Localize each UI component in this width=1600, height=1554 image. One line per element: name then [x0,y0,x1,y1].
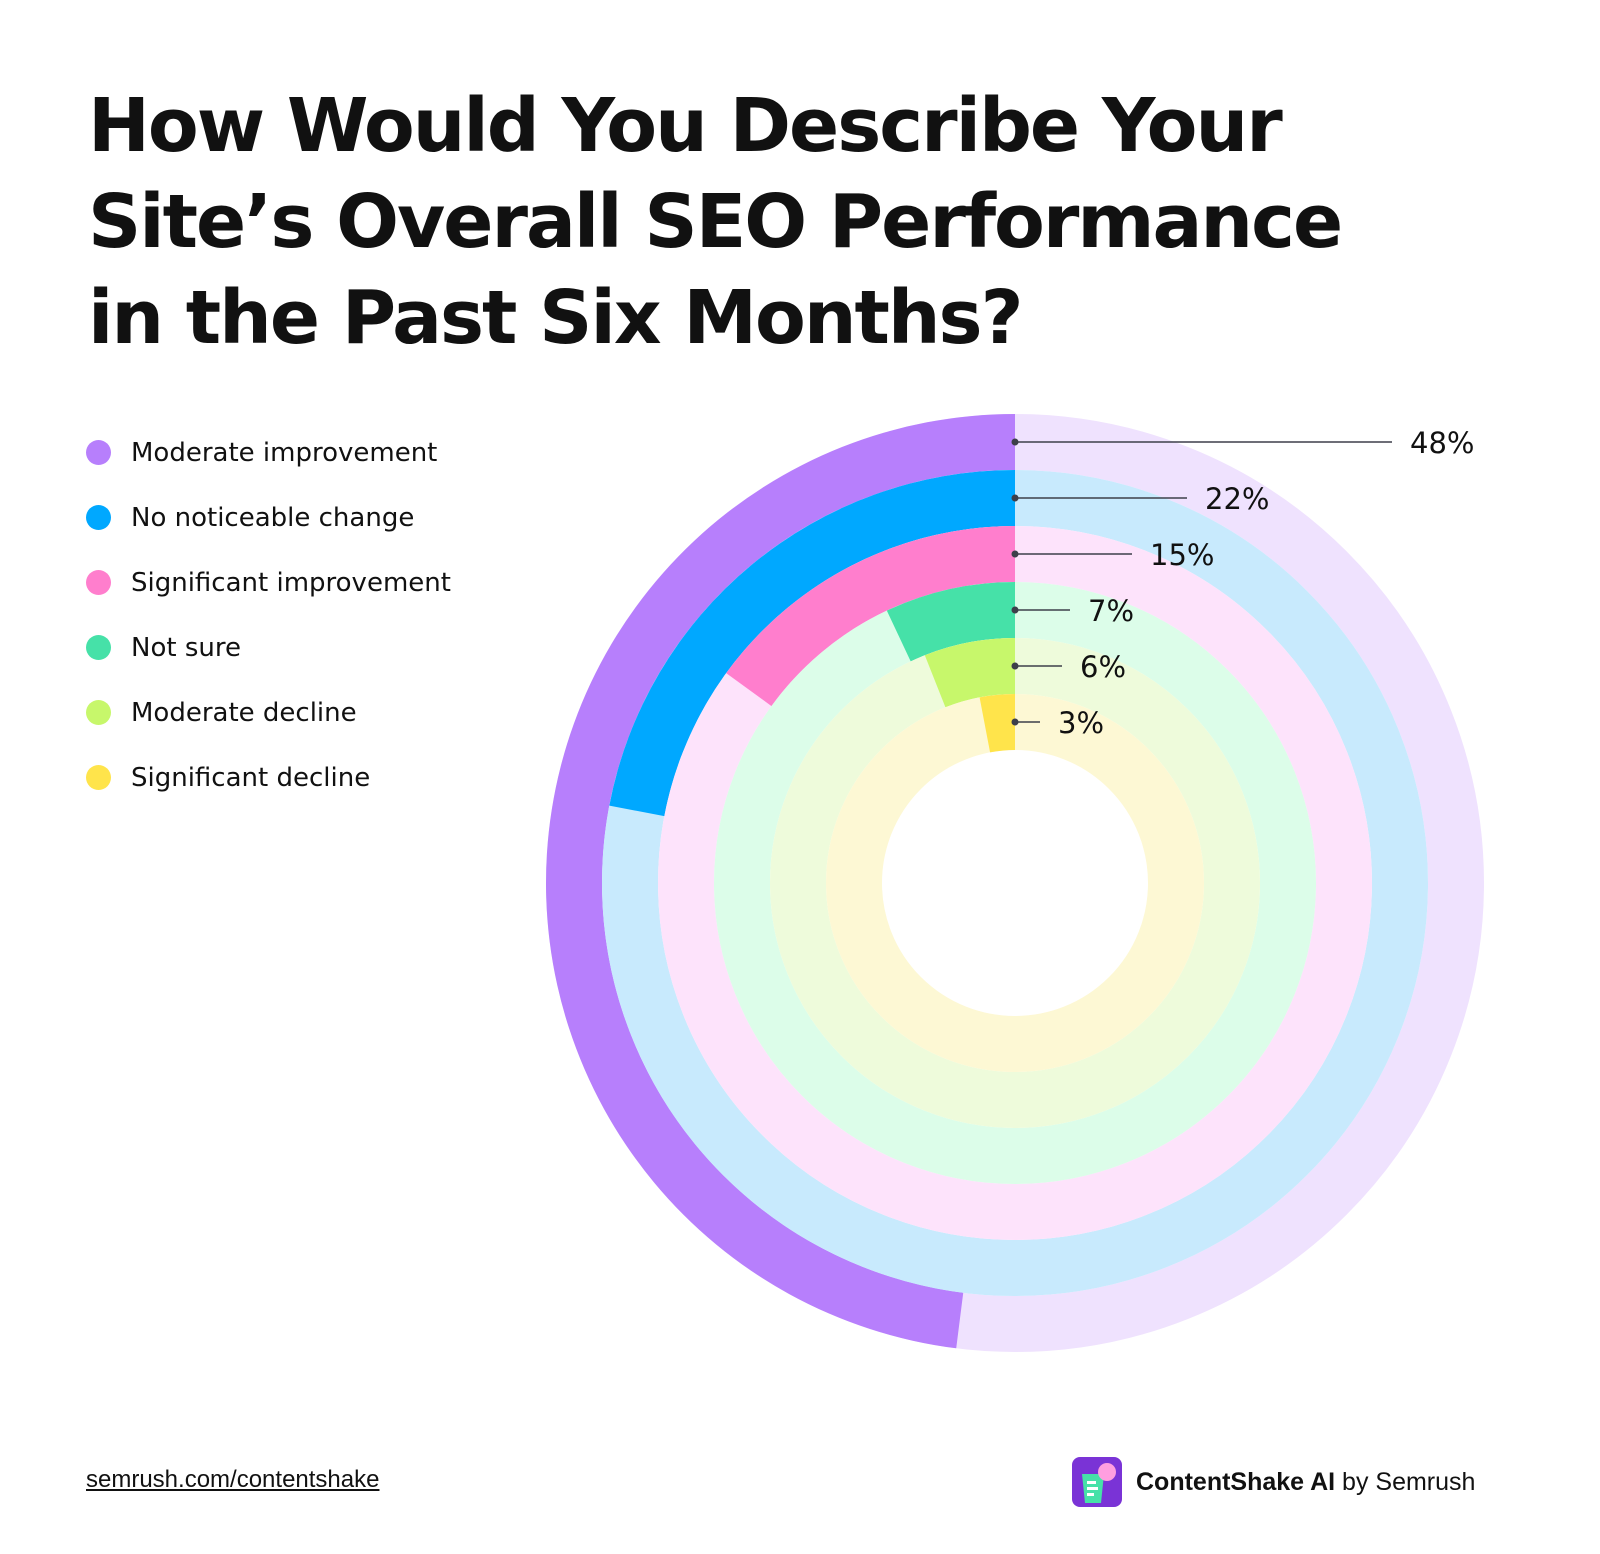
value-label: 3% [1058,706,1104,740]
value-label: 6% [1080,650,1126,684]
ring-track [826,694,1204,1072]
legend-item: Moderate improvement [86,420,451,485]
legend-item: No noticeable change [86,485,451,550]
chart-title: How Would You Describe Your Site’s Overa… [88,78,1388,366]
leader-dot-icon [1011,606,1019,614]
ring-bar [886,582,1015,662]
value-label: 15% [1150,538,1214,572]
legend-item: Moderate decline [86,680,451,745]
brand-suffix: by Semrush [1335,1467,1476,1496]
leader-dot-icon [1011,718,1019,726]
title-line: How Would You Describe Your [88,83,1283,169]
ring-bar [609,470,1015,817]
leader-dot-icon [1011,494,1019,502]
legend-dot-icon [86,635,111,660]
legend-dot-icon [86,505,111,530]
leader-dot-icon [1011,550,1019,558]
ring-bar [726,526,1015,707]
legend-label: Significant improvement [131,567,451,598]
brand-name: ContentShake AI [1136,1467,1336,1496]
contentshake-logo-icon [1072,1457,1122,1507]
legend-dot-icon [86,440,111,465]
legend-item: Significant decline [86,745,451,810]
value-label: 22% [1205,482,1269,516]
leader-dot-icon [1011,662,1019,670]
brand: ContentShake AI by Semrush [1072,1457,1475,1507]
footer-link[interactable]: semrush.com/contentshake [86,1466,380,1493]
legend-label: Significant decline [131,762,371,793]
legend-label: No noticeable change [131,502,415,533]
legend-item: Significant improvement [86,550,451,615]
ring-bar [979,694,1015,753]
legend-dot-icon [86,765,111,790]
title-line: in the Past Six Months? [88,275,1024,361]
leader-dot-icon [1011,438,1019,446]
legend-label: Moderate improvement [131,437,438,468]
legend-label: Not sure [131,632,241,663]
ring-bar [924,638,1015,708]
legend-item: Not sure [86,615,451,680]
value-label: 7% [1088,594,1134,628]
legend-label: Moderate decline [131,697,357,728]
legend-dot-icon [86,700,111,725]
legend-dot-icon [86,570,111,595]
title-line: Site’s Overall SEO Performance [88,179,1343,265]
value-label: 48% [1410,426,1474,460]
ring-bar [546,414,1015,1349]
legend: Moderate improvement No noticeable change… [86,420,451,810]
